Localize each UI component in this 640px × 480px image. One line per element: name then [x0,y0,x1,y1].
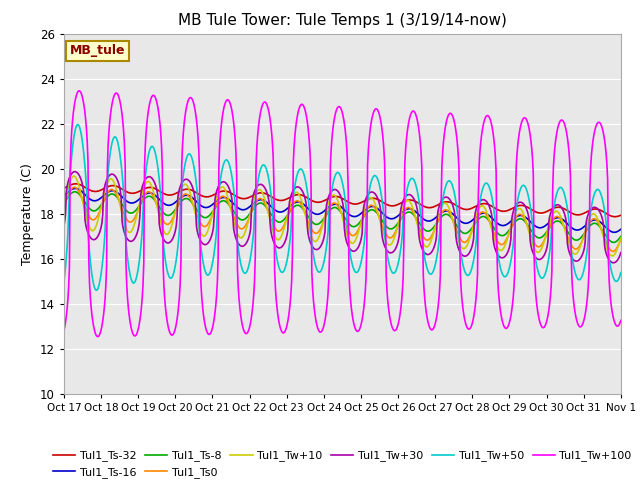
Tul1_Ts-16 [214,197,222,203]
Tul1_Ts-8 [428,227,435,233]
Tul1_Tw+50 [617,270,625,276]
Tul1_Ts0 [411,213,419,219]
Tul1_Tw+30 [71,169,79,175]
Tul1_Tw+50 [74,122,82,128]
Tul1_Ts-16 [617,227,625,232]
Tul1_Tw+10 [411,212,419,217]
Tul1_Ts0 [214,198,222,204]
Tul1_Tw+10 [70,173,78,179]
Title: MB Tule Tower: Tule Temps 1 (3/19/14-now): MB Tule Tower: Tule Temps 1 (3/19/14-now… [178,13,507,28]
Tul1_Tw+100 [215,163,223,168]
Tul1_Ts-16 [411,208,419,214]
Tul1_Tw+30 [128,238,136,244]
Tul1_Tw+50 [428,271,436,276]
Tul1_Ts-32 [60,185,68,191]
Tul1_Tw+100 [428,327,436,333]
Tul1_Tw+10 [60,202,68,208]
Tul1_Ts-8 [128,210,136,216]
Tul1_Tw+30 [60,222,68,228]
Line: Tul1_Ts-32: Tul1_Ts-32 [64,184,621,216]
Tul1_Ts-32 [185,186,193,192]
Tul1_Tw+10 [617,235,625,241]
Tul1_Tw+100 [70,104,78,110]
Tul1_Ts-16 [60,192,68,198]
Line: Tul1_Tw+100: Tul1_Tw+100 [64,91,621,336]
Tul1_Ts0 [71,184,79,190]
Tul1_Tw+100 [617,318,625,324]
Tul1_Tw+50 [412,181,419,187]
Tul1_Tw+50 [70,133,78,139]
Tul1_Ts-8 [71,189,79,195]
Y-axis label: Temperature (C): Temperature (C) [21,163,35,264]
Tul1_Tw+10 [609,253,616,259]
Tul1_Ts-16 [611,229,618,235]
Tul1_Tw+100 [186,95,193,101]
Tul1_Tw+30 [185,178,193,183]
Tul1_Ts0 [128,218,136,224]
Line: Tul1_Ts-16: Tul1_Ts-16 [64,189,621,232]
Tul1_Tw+30 [609,260,617,265]
Tul1_Ts-8 [617,234,625,240]
Tul1_Ts0 [60,203,68,208]
Tul1_Tw+100 [76,88,83,94]
Line: Tul1_Tw+50: Tul1_Tw+50 [64,125,621,290]
Tul1_Tw+100 [129,331,137,336]
Tul1_Ts-32 [70,181,78,187]
Tul1_Tw+50 [186,151,193,157]
Tul1_Ts-8 [214,201,222,207]
Line: Tul1_Tw+30: Tul1_Tw+30 [64,172,621,263]
Tul1_Ts-32 [128,191,136,196]
Line: Tul1_Tw+10: Tul1_Tw+10 [64,176,621,256]
Tul1_Ts-32 [72,181,79,187]
Tul1_Tw+30 [70,169,78,175]
Tul1_Ts-16 [128,200,136,206]
Tul1_Tw+100 [94,334,102,339]
Legend: Tul1_Ts-32, Tul1_Ts-16, Tul1_Ts-8, Tul1_Ts0, Tul1_Tw+10, Tul1_Tw+30, Tul1_Tw+50,: Tul1_Ts-32, Tul1_Ts-16, Tul1_Ts-8, Tul1_… [49,446,636,480]
Tul1_Ts-32 [214,190,222,195]
Tul1_Tw+50 [60,278,68,284]
Tul1_Ts0 [609,249,617,254]
Tul1_Tw+50 [129,280,137,286]
Tul1_Ts-8 [411,213,419,219]
Tul1_Ts0 [70,184,78,190]
Tul1_Ts-8 [185,196,193,202]
Tul1_Ts-32 [617,212,625,218]
Tul1_Ts-16 [428,218,435,224]
Tul1_Tw+30 [617,250,625,255]
Tul1_Ts-32 [611,214,618,219]
Tul1_Tw+10 [71,174,79,180]
Tul1_Ts-16 [185,192,193,198]
Tul1_Ts0 [617,236,625,242]
Tul1_Tw+100 [60,327,68,333]
Tul1_Tw+10 [185,186,193,192]
Tul1_Ts-16 [72,186,79,192]
Tul1_Ts-32 [428,204,435,210]
Tul1_Tw+30 [411,198,419,204]
Tul1_Tw+50 [215,189,223,195]
Tul1_Tw+50 [93,288,100,293]
Tul1_Ts-32 [411,198,419,204]
Tul1_Tw+10 [128,228,136,233]
Tul1_Tw+100 [412,111,419,117]
Tul1_Ts-8 [60,200,68,205]
Text: MB_tule: MB_tule [70,44,125,58]
Tul1_Tw+10 [428,238,435,244]
Line: Tul1_Ts0: Tul1_Ts0 [64,187,621,252]
Tul1_Ts-16 [70,186,78,192]
Tul1_Tw+30 [214,184,222,190]
Tul1_Ts-8 [70,189,78,195]
Tul1_Ts-8 [610,240,618,245]
Tul1_Tw+30 [428,250,435,255]
Line: Tul1_Ts-8: Tul1_Ts-8 [64,192,621,242]
Tul1_Ts0 [185,193,193,199]
Tul1_Tw+10 [214,190,222,196]
Tul1_Ts0 [428,234,435,240]
